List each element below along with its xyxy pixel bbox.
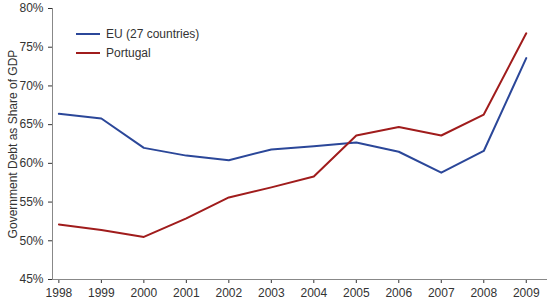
html-text:EU (27 countries): EU (27 countries) xyxy=(106,26,200,41)
svg-text:2003: 2003 xyxy=(258,286,285,300)
svg-text:2001: 2001 xyxy=(173,286,200,300)
svg-text:2004: 2004 xyxy=(300,286,327,300)
svg-text:80%: 80% xyxy=(19,1,43,15)
html-text:Portugal: Portugal xyxy=(106,45,151,60)
svg-text:60%: 60% xyxy=(19,156,43,170)
svg-text:1999: 1999 xyxy=(88,286,115,300)
svg-text:65%: 65% xyxy=(19,117,43,131)
svg-text:2007: 2007 xyxy=(428,286,455,300)
svg-text:1998: 1998 xyxy=(46,286,73,300)
svg-text:2005: 2005 xyxy=(343,286,370,300)
svg-text:2008: 2008 xyxy=(470,286,497,300)
svg-text:2000: 2000 xyxy=(131,286,158,300)
svg-text:45%: 45% xyxy=(19,272,43,286)
svg-text:2006: 2006 xyxy=(385,286,412,300)
svg-text:2002: 2002 xyxy=(215,286,242,300)
svg-text:2009: 2009 xyxy=(513,286,540,300)
svg-text:70%: 70% xyxy=(19,79,43,93)
svg-text:Government Debt as Share of GD: Government Debt as Share of GDP xyxy=(6,50,20,239)
svg-text:55%: 55% xyxy=(19,195,43,209)
svg-text:75%: 75% xyxy=(19,40,43,54)
svg-text:50%: 50% xyxy=(19,234,43,248)
